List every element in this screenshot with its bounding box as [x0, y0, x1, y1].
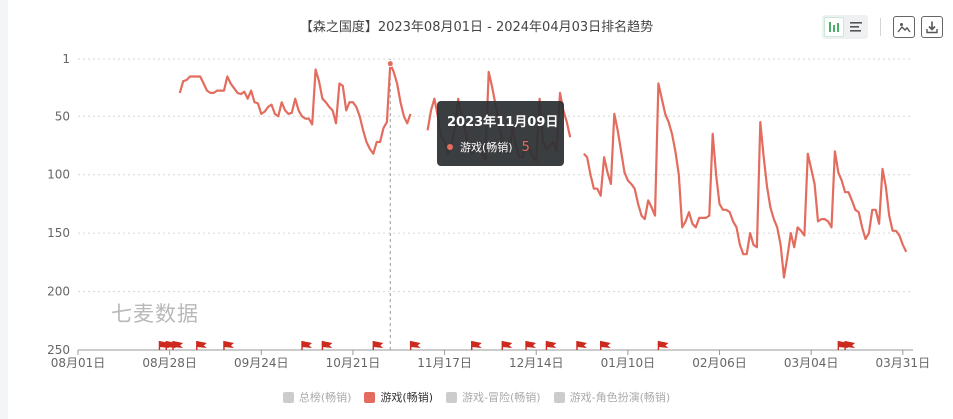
data-tooltip: 2023年11月09日 游戏(畅销) 5 [437, 101, 564, 166]
x-tick-label: 02月06日 [692, 356, 747, 370]
flag-cloth [471, 341, 482, 348]
x-tick-label: 11月17日 [417, 356, 472, 370]
event-flag-icon [525, 341, 537, 350]
event-flags [158, 341, 856, 350]
series-line [178, 62, 412, 155]
event-flag-icon [545, 341, 557, 350]
flag-cloth [196, 341, 207, 348]
event-flag-icon [657, 341, 669, 350]
series-line [582, 82, 908, 279]
flag-cloth [373, 341, 384, 348]
flag-cloth [322, 341, 333, 348]
legend-label: 游戏-角色扮演(畅销) [569, 391, 671, 404]
legend-label: 游戏-冒险(畅销) [462, 391, 541, 404]
y-tick-label: 1 [62, 52, 70, 66]
event-flag-icon [301, 341, 313, 350]
legend-swatch [364, 391, 376, 403]
flag-cloth [658, 341, 669, 348]
x-tick-label: 03月04日 [784, 356, 839, 370]
legend-swatch [282, 391, 294, 403]
y-tick-label: 200 [47, 285, 70, 299]
watermark-text: 七麦数据 [111, 302, 199, 326]
chart-view-toggle [822, 15, 868, 39]
y-tick-label: 50 [55, 109, 70, 123]
x-tick-label: 08月28日 [142, 356, 197, 370]
legend-swatch [553, 391, 565, 403]
flag-cloth [546, 341, 557, 348]
flag-cloth [502, 341, 513, 348]
legend-item-games[interactable]: 游戏(畅销) [364, 389, 433, 405]
tooltip-row: 游戏(畅销) 5 [447, 139, 564, 155]
tooltip-value: 5 [521, 139, 530, 155]
x-tick-label: 08月01日 [51, 356, 106, 370]
x-tick-label: 12月14日 [509, 356, 564, 370]
list-icon[interactable] [846, 17, 866, 37]
event-flag-icon [501, 341, 513, 350]
event-flag-icon [372, 341, 384, 350]
event-flag-icon [471, 341, 482, 350]
flag-cloth [576, 341, 587, 348]
y-tick-label: 250 [47, 343, 70, 357]
event-flag-icon [844, 341, 856, 350]
legend-label: 总榜(畅销) [298, 391, 352, 404]
event-flag-icon [172, 341, 184, 350]
x-tick-label: 09月24日 [234, 356, 289, 370]
tooltip-series-name: 游戏(畅销) [460, 141, 513, 154]
event-flag-icon [223, 341, 234, 350]
flag-cloth [410, 341, 421, 348]
download-icon[interactable] [921, 16, 943, 38]
flag-cloth [223, 341, 234, 348]
highlight-point [386, 60, 394, 68]
event-flag-icon [576, 341, 587, 350]
chart-title: 【森之国度】2023年08月01日 - 2024年04月03日排名趋势 [299, 20, 654, 35]
legend-swatch [446, 391, 458, 403]
event-flag-icon [321, 341, 333, 350]
y-tick-label: 150 [47, 226, 70, 240]
flag-cloth [845, 341, 856, 348]
y-tick-label: 100 [47, 168, 70, 182]
toolbar-divider [880, 18, 881, 36]
x-axis: 08月01日 08月28日 09月24日 10月21日 11月17日 12月14日 01月1… [51, 349, 931, 370]
flag-cloth [526, 341, 537, 348]
image-download-icon[interactable] [893, 16, 915, 38]
bar-chart-icon[interactable] [824, 17, 844, 37]
left-edge-strip [0, 0, 8, 419]
series-line-layer[interactable] [178, 60, 908, 279]
tooltip-date: 2023年11月09日 [447, 115, 559, 130]
grid-lines [78, 58, 913, 293]
event-flag-icon [196, 341, 207, 350]
tooltip-series-dot [447, 144, 453, 150]
x-tick-label: 10月21日 [326, 356, 381, 370]
event-flag-icon [409, 341, 421, 350]
chart-legend: 总榜(畅销) 游戏(畅销) 游戏-冒险(畅销) 游戏-角色扮演(畅销) [0, 389, 953, 405]
legend-item-overall[interactable]: 总榜(畅销) [282, 389, 352, 405]
event-flag-icon [600, 341, 611, 350]
x-tick-label: 01月10日 [601, 356, 656, 370]
flag-cloth [302, 341, 313, 348]
legend-item-rpg[interactable]: 游戏-角色扮演(畅销) [553, 389, 671, 405]
x-tick-label: 03月31日 [876, 356, 931, 370]
legend-label: 游戏(畅销) [380, 391, 434, 404]
chart-toolbar [822, 15, 943, 39]
legend-item-adventure[interactable]: 游戏-冒险(畅销) [446, 389, 541, 405]
flag-cloth [600, 341, 611, 348]
flag-cloth [173, 341, 184, 348]
